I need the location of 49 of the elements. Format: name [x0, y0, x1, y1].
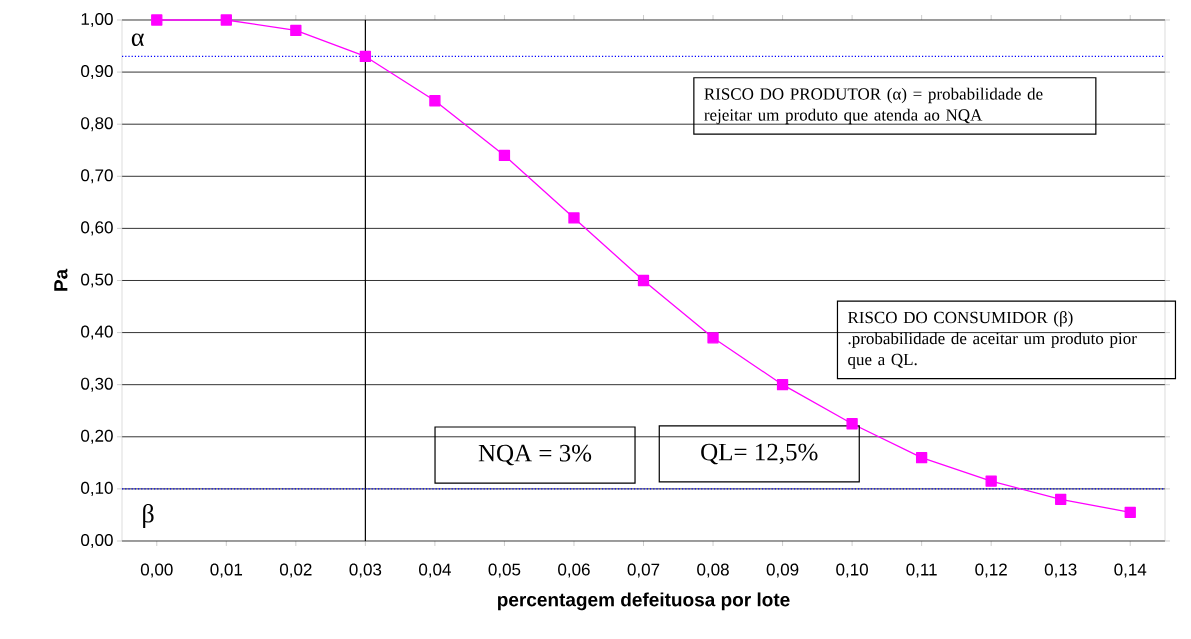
y-tick-label: 0,50: [81, 273, 113, 288]
point: [985, 475, 997, 487]
x-tick-label: 0,11: [906, 563, 937, 578]
annotation: NQA = 3%: [478, 444, 592, 466]
y-tick-label: 0,40: [81, 325, 113, 340]
x-tick-label: 0,02: [279, 563, 312, 578]
point: [568, 212, 580, 224]
x-tick-label: 0,12: [975, 563, 1007, 578]
y-tick-label: 0,70: [81, 169, 113, 184]
x-tick-label: 0,10: [836, 563, 868, 578]
annotation: QL= 12,5%: [701, 443, 818, 465]
x-tick-label: 0,01: [210, 563, 243, 578]
y-axis-title: Pa: [54, 268, 68, 291]
x-tick-label: 0,04: [419, 563, 451, 578]
point: [846, 418, 858, 430]
x-tick-label: 0,08: [697, 563, 729, 578]
point: [776, 379, 789, 391]
x-tick-label: 0,05: [488, 563, 521, 578]
point: [290, 24, 302, 37]
x-tick-label: 0,06: [558, 563, 590, 578]
x-tick-label: 0,09: [766, 563, 799, 578]
point: [637, 274, 650, 287]
point: [359, 50, 372, 63]
y-tick-label: 0,30: [81, 377, 113, 392]
y-tick-label: 0,60: [81, 221, 113, 236]
x-tick-label: 0,03: [349, 563, 382, 578]
point: [915, 451, 928, 464]
point: [429, 95, 441, 107]
y-tick-label: 1,00: [81, 12, 113, 28]
annotation: RISCO DO CONSUMIDOR (β) .probabilidade de aceitar um produto pior que a QL.: [847, 311, 1137, 369]
annotation: RISCO DO PRODUTOR (α) = probabilidade de rejeitar um produto que atenda ao NQA: [704, 87, 1043, 125]
y-tick-label: 0,10: [81, 481, 113, 496]
point: [151, 14, 163, 26]
point: [1055, 493, 1067, 505]
x-tick-label: 0,14: [1114, 563, 1147, 578]
x-tick-label: 0,07: [627, 563, 660, 578]
point: [498, 149, 511, 162]
point: [1124, 506, 1136, 518]
x-tick-label: 0,00: [140, 563, 173, 578]
point: [220, 14, 232, 26]
y-tick-label: 0,90: [81, 65, 113, 80]
annotation: β: [143, 504, 154, 528]
annotation: α: [131, 33, 144, 47]
y-tick-label: 0,00: [81, 533, 113, 549]
y-tick-label: 0,80: [81, 117, 113, 132]
y-tick-label: 0,20: [81, 429, 113, 444]
point: [707, 332, 719, 344]
x-tick-label: 0,13: [1044, 563, 1077, 578]
x-axis-title: percentagem defeituosa por lote: [498, 592, 790, 611]
